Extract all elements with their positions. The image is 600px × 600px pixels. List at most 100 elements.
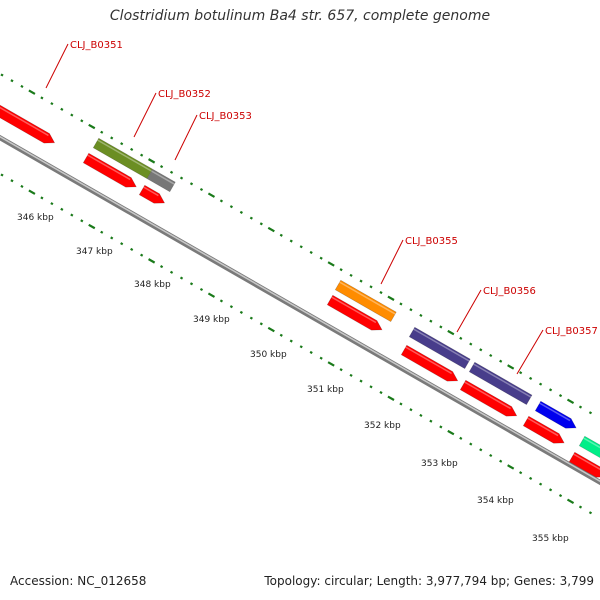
gene-cds-orange-0355[interactable] (334, 279, 397, 323)
tick-mark (207, 292, 216, 298)
kbp-tick-label: 355 kbp (532, 534, 569, 544)
gene-cds-red-f[interactable] (522, 415, 565, 444)
tick-mark (359, 279, 363, 283)
tick-mark (249, 216, 253, 220)
tick-mark (199, 287, 204, 292)
tick-mark (309, 250, 313, 255)
tick-mark (28, 189, 36, 195)
gene-cds-red-d[interactable] (400, 344, 459, 382)
tick-mark (539, 482, 543, 486)
gene-leader-clj_b0357 (516, 329, 544, 375)
tick-mark (459, 336, 463, 340)
tick-mark (80, 219, 84, 223)
gene-cds-slateblue-0356b[interactable] (468, 361, 533, 406)
gene-cds-olive-0352-shine (97, 139, 152, 172)
tick-mark (60, 107, 64, 111)
gene-cds-red-b-shine (143, 186, 159, 197)
tick-mark (148, 158, 156, 164)
tick-mark (447, 329, 455, 336)
gene-cds-slateblue-0356a[interactable] (408, 326, 471, 370)
gene-cds-red-g[interactable] (568, 451, 600, 478)
tick-mark (479, 348, 483, 352)
tick-mark (0, 173, 4, 177)
tick-mark (70, 213, 74, 217)
gene-cds-green-0358-shine (583, 437, 600, 449)
gene-label-clj_b0353[interactable]: CLJ_B0353 (199, 111, 252, 122)
tick-mark (229, 205, 233, 209)
tick-mark (387, 395, 395, 401)
tick-mark (489, 453, 493, 458)
gene-cds-olive-0352[interactable] (92, 137, 153, 180)
tick-mark (507, 364, 515, 370)
tick-mark (189, 282, 194, 286)
gene-leader-clj_b0352 (133, 92, 157, 138)
tick-mark (439, 325, 443, 329)
tick-mark (289, 239, 293, 243)
tick-mark (359, 379, 363, 383)
tick-mark (169, 170, 174, 174)
gene-cds-gray-0353[interactable] (146, 168, 176, 193)
tick-mark (0, 73, 4, 77)
gene-cds-green-0358[interactable] (578, 435, 600, 460)
tick-mark (267, 326, 275, 333)
tick-mark (327, 261, 335, 267)
tick-mark (459, 436, 463, 440)
tick-mark (140, 153, 144, 157)
tick-mark (239, 210, 243, 214)
tick-mark (539, 382, 543, 386)
tick-mark (289, 339, 293, 343)
tick-mark (110, 236, 114, 240)
backbone-highlight (0, 135, 600, 483)
tick-mark (319, 256, 323, 260)
tick-mark (259, 322, 263, 326)
tick-mark (339, 368, 343, 372)
gene-cds-red-c[interactable] (326, 294, 383, 331)
gene-cds-red-a[interactable] (82, 152, 137, 188)
tick-mark (20, 84, 24, 89)
tick-mark (369, 285, 373, 289)
gene-cds-red-b[interactable] (138, 184, 166, 204)
tick-mark (207, 192, 216, 198)
tick-mark (349, 273, 353, 277)
gene-label-clj_b0355[interactable]: CLJ_B0355 (405, 236, 458, 247)
tick-mark (558, 494, 563, 498)
gene-cds-blue-0357[interactable] (534, 400, 577, 429)
tick-mark (199, 187, 204, 192)
tick-mark (327, 361, 335, 367)
tick-mark (529, 476, 533, 480)
tick-mark (548, 488, 553, 492)
tick-mark (120, 242, 124, 246)
kbp-tick-label: 354 kbp (477, 496, 514, 506)
tick-mark (548, 388, 553, 392)
tick-mark (148, 258, 156, 264)
tick-mark (499, 359, 503, 363)
tick-mark (50, 202, 54, 206)
gene-cds-red-g-shine (573, 453, 600, 471)
gene-label-clj_b0356[interactable]: CLJ_B0356 (483, 286, 536, 297)
gene-cds-red-f-shine (527, 417, 559, 437)
tick-mark (249, 316, 253, 320)
tick-mark (469, 342, 473, 346)
gene-label-clj_b0357[interactable]: CLJ_B0357 (545, 326, 598, 337)
kbp-tick-label: 350 kbp (250, 350, 287, 360)
gene-cds-gray-0353-shine (151, 170, 175, 185)
tick-mark (429, 319, 433, 323)
tick-mark (20, 184, 24, 189)
tick-mark (558, 394, 563, 398)
gene-label-clj_b0352[interactable]: CLJ_B0352 (158, 89, 211, 100)
tick-mark (120, 142, 124, 146)
gene-label-clj_b0351[interactable]: CLJ_B0351 (70, 40, 123, 51)
tick-mark (339, 268, 343, 272)
tick-mark (100, 130, 104, 134)
gene-leader-clj_b0356 (456, 289, 482, 333)
gene-cds-red-e[interactable] (459, 379, 518, 417)
tick-mark (529, 376, 533, 380)
tick-mark (159, 265, 164, 269)
tick-mark (40, 96, 44, 100)
tick-mark (369, 385, 373, 389)
tick-mark (259, 222, 263, 226)
gene-cds-red-0351[interactable] (0, 95, 56, 144)
tick-mark (519, 471, 523, 475)
tick-mark (578, 505, 583, 509)
